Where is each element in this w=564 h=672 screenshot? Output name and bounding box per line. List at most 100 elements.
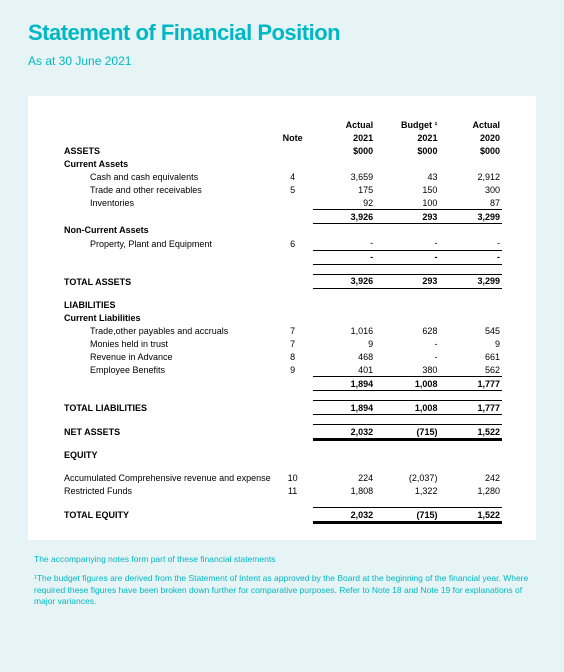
table-row: Current Liabilities	[62, 311, 502, 324]
row-value: -	[439, 250, 502, 264]
row-value: 380	[375, 363, 439, 377]
row-value: 175	[313, 183, 376, 196]
table-header-row: Actual Budget ¹ Actual	[62, 118, 502, 131]
row-value: 3,659	[313, 170, 376, 183]
row-value: 92	[313, 196, 376, 210]
row-label: Cash and cash equivalents	[62, 170, 273, 183]
row-value: 661	[439, 350, 502, 363]
row-value: 1,522	[439, 508, 502, 522]
row-label: Employee Benefits	[62, 363, 273, 377]
table-row: Inventories 92 100 87	[62, 196, 502, 210]
row-label: TOTAL EQUITY	[62, 508, 273, 522]
row-value: 2,032	[313, 508, 376, 522]
row-value: 562	[439, 363, 502, 377]
table-row: Trade and other receivables 5 175 150 30…	[62, 183, 502, 196]
section-noncurrent-assets: Non-Current Assets	[62, 224, 273, 237]
table-row: EQUITY	[62, 449, 502, 462]
row-value: 150	[375, 183, 439, 196]
section-current-liabilities: Current Liabilities	[62, 311, 273, 324]
row-label: Property, Plant and Equipment	[62, 237, 273, 251]
row-label: Accumulated Comprehensive revenue and ex…	[62, 472, 273, 485]
row-value: 1,808	[313, 485, 376, 498]
row-value: 2,912	[439, 170, 502, 183]
row-value: 2,032	[313, 425, 376, 439]
row-value: 401	[313, 363, 376, 377]
footnote-accompanying: The accompanying notes form part of thes…	[34, 554, 530, 565]
section-equity: EQUITY	[62, 449, 273, 462]
financial-table-container: Actual Budget ¹ Actual Note 2021 2021 20…	[28, 96, 536, 540]
row-label: NET ASSETS	[62, 425, 273, 439]
row-value: 628	[375, 324, 439, 337]
table-row: Cash and cash equivalents 4 3,659 43 2,9…	[62, 170, 502, 183]
table-row: Accumulated Comprehensive revenue and ex…	[62, 472, 502, 485]
net-assets-row: NET ASSETS 2,032 (715) 1,522	[62, 425, 502, 439]
footnotes: The accompanying notes form part of thes…	[28, 554, 536, 608]
row-value: 293	[375, 210, 439, 224]
row-value: 3,926	[313, 274, 376, 288]
table-row: Employee Benefits 9 401 380 562	[62, 363, 502, 377]
row-value: -	[375, 237, 439, 251]
row-value: 1,894	[313, 377, 376, 391]
row-value: 1,777	[439, 401, 502, 415]
row-value: 468	[313, 350, 376, 363]
row-value: 3,299	[439, 210, 502, 224]
row-label: TOTAL LIABILITIES	[62, 401, 273, 415]
row-note: 8	[273, 350, 313, 363]
row-value: 300	[439, 183, 502, 196]
row-value: 9	[439, 337, 502, 350]
row-value: 293	[375, 274, 439, 288]
financial-table: Actual Budget ¹ Actual Note 2021 2021 20…	[62, 118, 502, 522]
row-value: (715)	[375, 425, 439, 439]
row-label: Revenue in Advance	[62, 350, 273, 363]
row-value: 3,926	[313, 210, 376, 224]
subtotal-row: 1,894 1,008 1,777	[62, 377, 502, 391]
row-value: 1,008	[375, 401, 439, 415]
row-value: 1,280	[439, 485, 502, 498]
row-label: Inventories	[62, 196, 273, 210]
row-value: -	[313, 250, 376, 264]
row-label: Trade,other payables and accruals	[62, 324, 273, 337]
row-label: Restricted Funds	[62, 485, 273, 498]
row-value: 1,008	[375, 377, 439, 391]
row-note: 7	[273, 324, 313, 337]
row-label: TOTAL ASSETS	[62, 274, 273, 288]
subtotal-row: 3,926 293 3,299	[62, 210, 502, 224]
table-header-row: Note 2021 2021 2020	[62, 131, 502, 144]
table-row: Restricted Funds 11 1,808 1,322 1,280	[62, 485, 502, 498]
row-value: 242	[439, 472, 502, 485]
total-assets-row: TOTAL ASSETS 3,926 293 3,299	[62, 274, 502, 288]
row-note: 7	[273, 337, 313, 350]
row-value: 224	[313, 472, 376, 485]
row-value: 3,299	[439, 274, 502, 288]
row-value: 43	[375, 170, 439, 183]
section-current-assets: Current Assets	[62, 157, 273, 170]
row-value: -	[375, 350, 439, 363]
row-note: 5	[273, 183, 313, 196]
section-liabilities: LIABILITIES	[62, 298, 273, 311]
row-value: (715)	[375, 508, 439, 522]
row-label: Monies held in trust	[62, 337, 273, 350]
section-assets: ASSETS	[62, 144, 273, 157]
row-label: Trade and other receivables	[62, 183, 273, 196]
total-equity-row: TOTAL EQUITY 2,032 (715) 1,522	[62, 508, 502, 522]
row-note: 9	[273, 363, 313, 377]
table-row: Non-Current Assets	[62, 224, 502, 237]
col-budget-2021: Budget ¹	[375, 118, 439, 131]
row-value: 1,322	[375, 485, 439, 498]
table-row: LIABILITIES	[62, 298, 502, 311]
row-value: 1,522	[439, 425, 502, 439]
col-actual-2021: Actual	[313, 118, 376, 131]
row-value: 87	[439, 196, 502, 210]
table-row: Monies held in trust 7 9 - 9	[62, 337, 502, 350]
row-value: 1,777	[439, 377, 502, 391]
row-value: -	[375, 337, 439, 350]
row-value: 1,894	[313, 401, 376, 415]
col-note: Note	[273, 131, 313, 144]
table-row: Trade,other payables and accruals 7 1,01…	[62, 324, 502, 337]
table-header-row: ASSETS $000 $000 $000	[62, 144, 502, 157]
footnote-budget: ¹The budget figures are derived from the…	[34, 573, 530, 607]
row-value: -	[313, 237, 376, 251]
row-value: 545	[439, 324, 502, 337]
total-liabilities-row: TOTAL LIABILITIES 1,894 1,008 1,777	[62, 401, 502, 415]
row-value: -	[439, 237, 502, 251]
